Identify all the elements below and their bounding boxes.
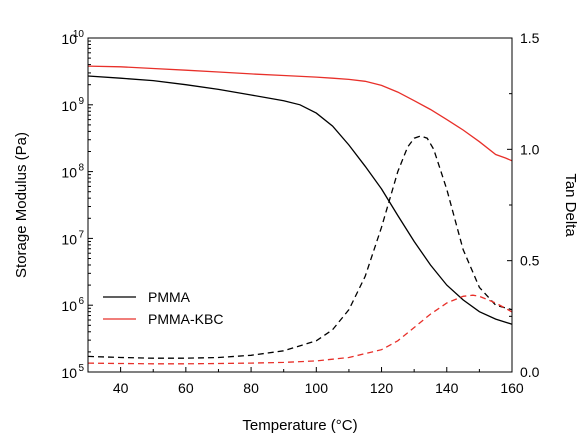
legend-label: PMMA xyxy=(148,289,191,305)
tick-exponent: 8 xyxy=(78,163,84,174)
tick-base: 10 xyxy=(61,231,77,247)
series-line-3 xyxy=(87,294,513,365)
x-axis-label: Temperature (°C) xyxy=(242,417,357,434)
series-line-1 xyxy=(87,65,513,162)
tick-base: 10 xyxy=(61,31,77,47)
y-right-tick-label: 1.5 xyxy=(520,30,540,46)
x-axis-ticks: 40 60 80 100 120 140 160 xyxy=(87,367,524,396)
y-left-tick-label: 105 xyxy=(61,363,84,381)
x-tick-label: 80 xyxy=(243,380,259,396)
y-left-tick-label: 106 xyxy=(61,296,84,314)
tick-exponent: 9 xyxy=(78,96,84,107)
y-right-axis-ticks: 0.0 0.5 1.0 1.5 xyxy=(507,30,540,380)
y-right-axis-label: Tan Delta xyxy=(562,173,579,237)
tick-base: 10 xyxy=(61,298,77,314)
x-tick-label: 60 xyxy=(178,380,194,396)
x-tick-label: 40 xyxy=(113,380,129,396)
plot-lines xyxy=(87,65,513,365)
y-right-tick-label: 0.0 xyxy=(520,364,540,380)
y-left-tick-label: 107 xyxy=(61,229,84,247)
tick-exponent: 6 xyxy=(78,296,84,307)
y-left-axis-label: Storage Modulus (Pa) xyxy=(13,132,30,278)
tick-exponent: 10 xyxy=(73,29,85,40)
x-tick-label: 100 xyxy=(305,380,329,396)
legend-label: PMMA-KBC xyxy=(148,311,223,327)
tick-base: 10 xyxy=(61,165,77,181)
tick-exponent: 7 xyxy=(78,229,84,240)
tick-base: 10 xyxy=(61,98,77,114)
series-line-0 xyxy=(87,75,513,325)
y-right-tick-label: 1.0 xyxy=(520,141,540,157)
x-tick-label: 160 xyxy=(500,380,524,396)
y-left-tick-label: 109 xyxy=(61,96,84,114)
legend: PMMA PMMA-KBC xyxy=(103,289,223,327)
tick-base: 10 xyxy=(61,365,77,381)
x-tick-label: 120 xyxy=(370,380,394,396)
y-left-tick-label: 108 xyxy=(61,163,84,181)
y-left-tick-label: 1010 xyxy=(61,29,84,47)
tick-exponent: 5 xyxy=(78,363,84,374)
series-line-2 xyxy=(87,135,513,359)
x-tick-label: 140 xyxy=(435,380,459,396)
y-right-tick-label: 0.5 xyxy=(520,253,540,269)
